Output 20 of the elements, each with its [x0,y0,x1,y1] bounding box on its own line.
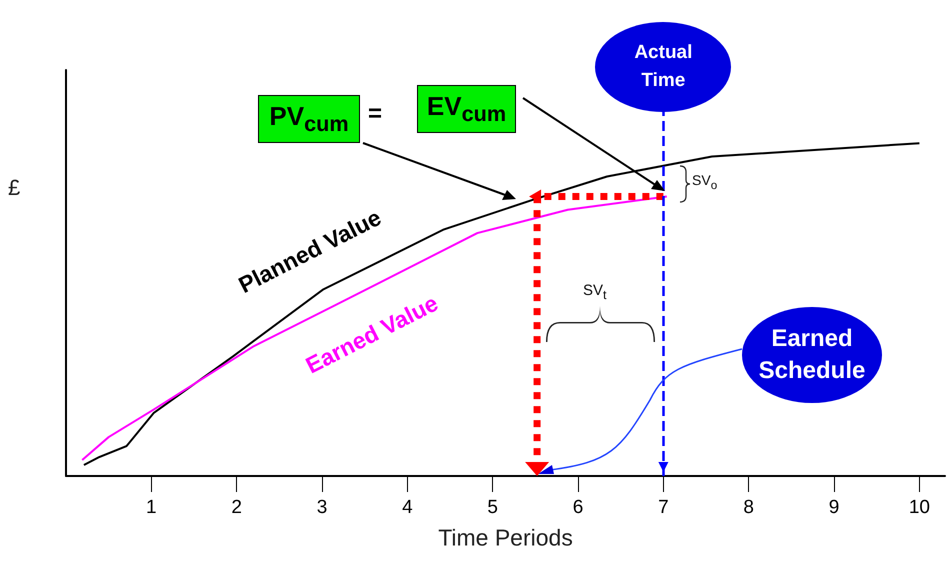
annotation: SV$_{o}$ [692,172,718,192]
ref-line-label: Actual Time [633,41,694,93]
x-tick-label: 9 [828,497,840,518]
annotation: Earned Schedule [758,324,866,386]
x-tick-label: 3 [316,497,328,518]
x-tick-label: 5 [487,497,498,518]
x-tick-label: 8 [743,497,754,518]
x-tick-label: 1 [146,497,157,518]
annotation: SV$_{t}$ [583,282,606,302]
text: = [368,100,382,128]
x-axis-title: Time Periods [438,524,573,550]
x-tick-label: 4 [402,497,414,518]
y-axis-title: £ [8,175,20,201]
ellipse-label: Actual Time [595,22,732,112]
x-tick-label: 7 [658,497,669,518]
x-tick-label: 2 [231,497,242,518]
x-tick-label: 10 [908,497,930,518]
text: PV$_{cum}$ [269,100,349,138]
x-tick-label: 6 [572,497,584,518]
text: EV$_{cum}$ [426,90,506,128]
